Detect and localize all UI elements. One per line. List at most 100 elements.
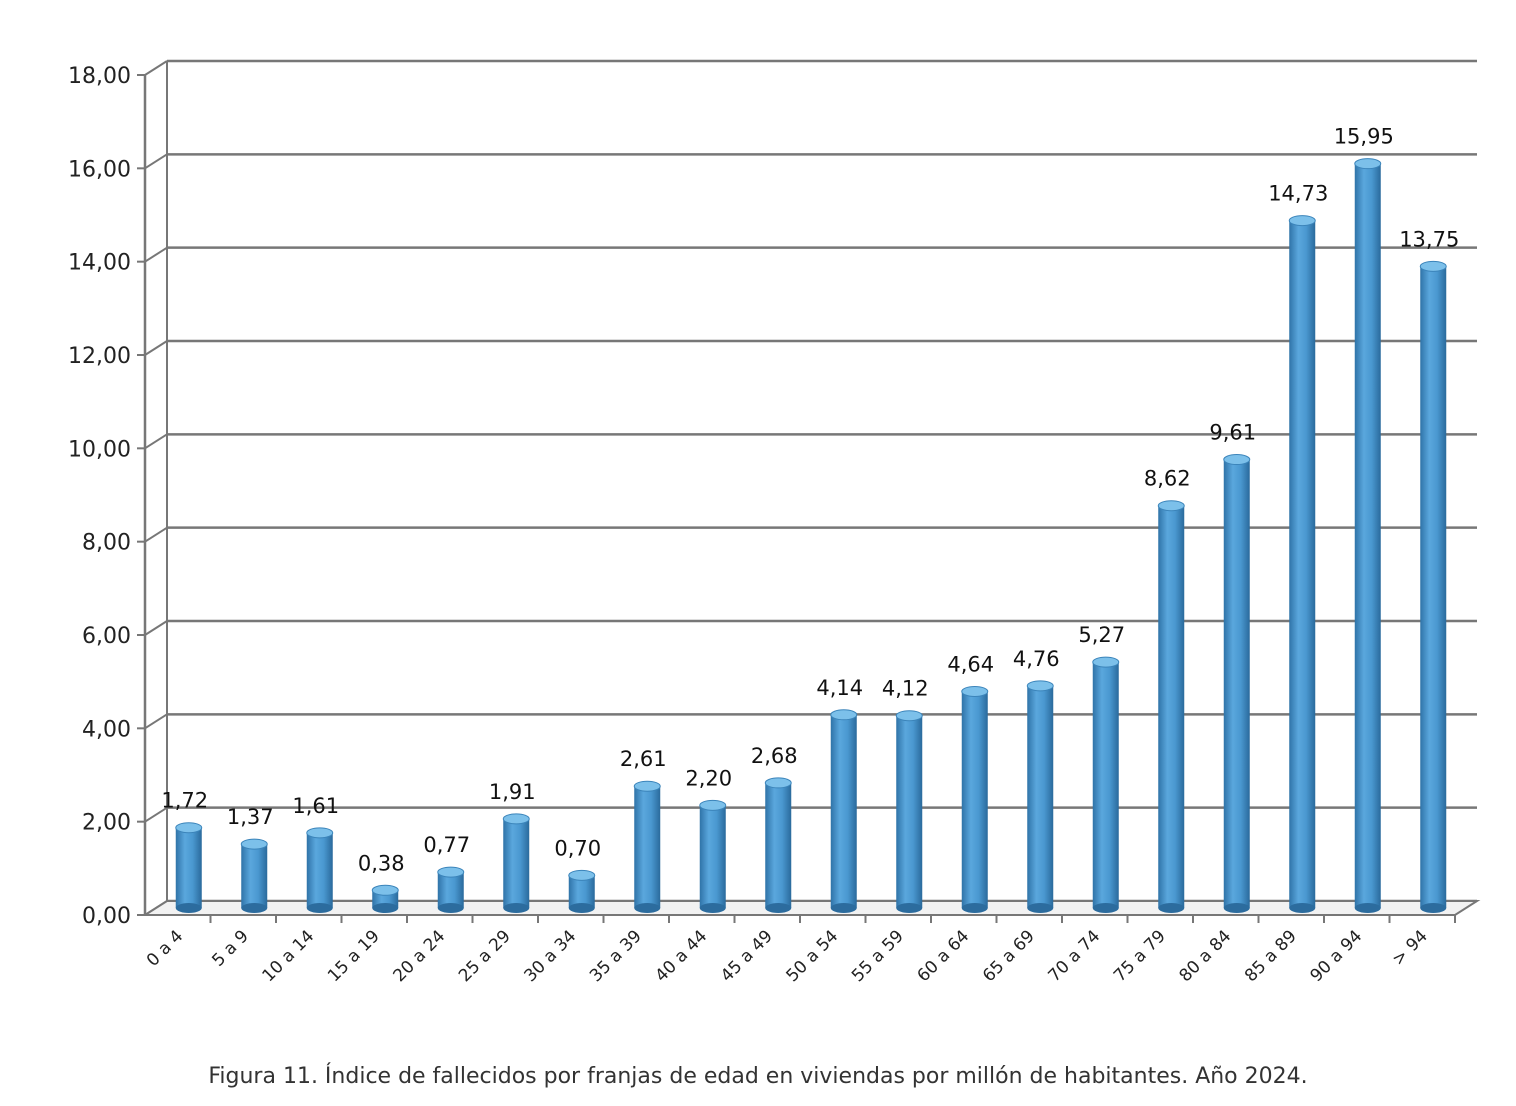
- x-category-label: 60 a 64: [914, 926, 974, 986]
- gridline-connector: [144, 620, 168, 636]
- bar-top: [1223, 454, 1251, 466]
- bar-body: [1158, 505, 1185, 908]
- bar: [1092, 656, 1120, 913]
- y-tick-label: 0,00: [82, 904, 131, 929]
- bar-base: [1223, 903, 1250, 913]
- bar-base: [241, 903, 268, 913]
- bar-base: [634, 903, 661, 913]
- bar-chart: 0,00 2,00 4,00 6,00 8,00 10,00 12,00 14,00 16,00…: [68, 59, 1481, 986]
- y-tick-label: 4,00: [82, 717, 131, 742]
- x-category-label: 45 a 49: [717, 926, 777, 986]
- labels: 0,00 2,00 4,00 6,00 8,00 10,00 12,00 14,00 16,00…: [68, 64, 1459, 986]
- bar-top: [240, 838, 268, 850]
- bar: [1157, 500, 1185, 913]
- y-tick-label: 16,00: [68, 157, 131, 182]
- bar-top: [437, 866, 465, 878]
- bar: [961, 685, 989, 913]
- bar-base: [503, 903, 530, 913]
- x-category-label: 15 a 19: [324, 926, 384, 986]
- bar-base: [1354, 903, 1381, 913]
- bar-top: [895, 710, 923, 722]
- gridline-connector: [144, 60, 168, 76]
- bar-base: [961, 903, 988, 913]
- bar-base: [765, 903, 792, 913]
- y-tick-label: 14,00: [68, 251, 131, 276]
- y-tick-label: 12,00: [68, 344, 131, 369]
- bar: [1419, 260, 1447, 913]
- bar-top: [568, 869, 596, 881]
- x-category-label: 10 a 14: [259, 926, 319, 986]
- data-label: 13,75: [1399, 227, 1459, 251]
- data-label: 1,91: [489, 780, 536, 804]
- bar-body: [1420, 266, 1447, 908]
- bar: [502, 813, 530, 913]
- bar-top: [764, 777, 792, 789]
- bar-body: [1289, 220, 1316, 909]
- data-label: 15,95: [1334, 125, 1394, 149]
- bar-base: [568, 903, 595, 913]
- data-label: 2,20: [685, 766, 732, 790]
- bar-body: [961, 691, 988, 908]
- gridlines: [144, 59, 1477, 916]
- bar-base: [896, 903, 923, 913]
- x-category-label: 0 a 4: [143, 926, 187, 970]
- bar-top: [1419, 260, 1447, 272]
- gridline-connector: [144, 340, 168, 356]
- bar: [1223, 454, 1251, 913]
- bar: [1288, 215, 1316, 913]
- data-label: 2,61: [620, 747, 667, 771]
- bar-body: [1223, 459, 1250, 908]
- bar-top: [1026, 680, 1054, 692]
- bar: [895, 710, 923, 913]
- bar-top: [1092, 656, 1120, 668]
- bar-body: [634, 786, 661, 908]
- data-label: 5,27: [1078, 623, 1125, 647]
- bar-base: [175, 903, 202, 913]
- data-label: 4,64: [947, 652, 994, 676]
- x-category-label: 50 a 54: [783, 926, 843, 986]
- data-label: 1,72: [161, 789, 208, 813]
- x-category-label: 80 a 84: [1176, 926, 1236, 986]
- gridline-connector: [144, 433, 168, 450]
- bar-body: [1092, 662, 1119, 908]
- data-label: 0,70: [554, 836, 601, 860]
- bar-body: [175, 827, 202, 908]
- bar-top: [175, 822, 203, 834]
- bar: [699, 799, 727, 913]
- bar: [633, 780, 661, 913]
- bar-body: [503, 818, 530, 908]
- x-category-label: 65 a 69: [979, 926, 1039, 986]
- bar-top: [1288, 215, 1316, 227]
- x-category-label: 40 a 44: [652, 926, 712, 986]
- bar: [568, 869, 596, 913]
- bar: [371, 884, 399, 913]
- bar-top: [1157, 500, 1185, 512]
- gridline-connector: [144, 806, 168, 823]
- data-label: 1,37: [227, 805, 274, 829]
- bar: [240, 838, 268, 913]
- y-tick-label: 10,00: [68, 437, 131, 462]
- x-category-label: 85 a 89: [1241, 926, 1301, 986]
- bar-base: [1092, 903, 1119, 913]
- bar-base: [1158, 903, 1185, 913]
- bar-body: [1027, 685, 1054, 908]
- y-tick-label: 18,00: [68, 64, 131, 89]
- bars: [175, 158, 1447, 913]
- data-label: 4,76: [1013, 647, 1060, 671]
- data-label: 4,14: [816, 676, 863, 700]
- bar-top: [306, 827, 334, 839]
- gridline-connector: [144, 153, 168, 170]
- bar: [764, 777, 792, 913]
- data-label: 9,61: [1209, 421, 1256, 445]
- y-tick-label: 6,00: [82, 624, 131, 649]
- bar-top: [633, 780, 661, 792]
- x-category-label: 5 a 9: [208, 926, 252, 970]
- bar-body: [241, 844, 268, 908]
- bar-base: [1420, 903, 1447, 913]
- bar-body: [765, 782, 792, 908]
- data-label: 0,38: [358, 851, 405, 875]
- bar-base: [1027, 903, 1054, 913]
- bar: [1354, 158, 1382, 913]
- bar-top: [502, 813, 530, 825]
- x-category-label: 90 a 94: [1307, 926, 1367, 986]
